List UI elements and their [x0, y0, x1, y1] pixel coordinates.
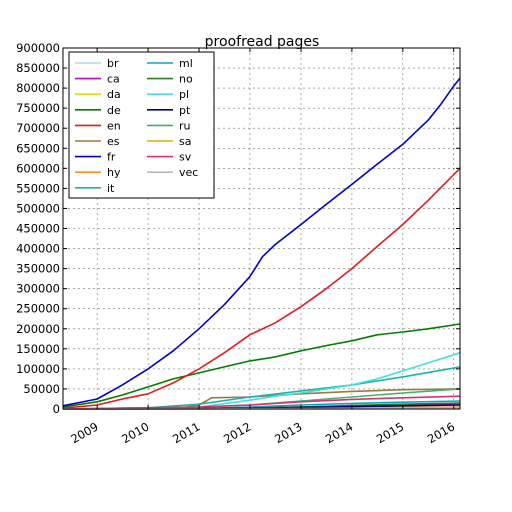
- y-tick-label: 500000: [16, 201, 60, 215]
- y-tick-label: 300000: [16, 282, 60, 296]
- x-tick-label: 2010: [119, 419, 151, 446]
- legend-label-sv: sv: [179, 151, 192, 164]
- legend-label-pl: pl: [179, 88, 189, 101]
- y-tick-label: 250000: [16, 302, 60, 316]
- y-tick-label: 650000: [16, 141, 60, 155]
- legend-label-es: es: [107, 135, 120, 148]
- y-tick-label: 550000: [16, 181, 60, 195]
- legend: br ca da de en es fr hy it ml no pl pt ru sa sv vec: [68, 51, 215, 199]
- y-axis-tick-labels: 0 50000 100000 150000 200000 250000 300000 3500…: [16, 41, 60, 416]
- y-tick-label: 200000: [16, 322, 60, 336]
- legend-label-no: no: [179, 73, 193, 86]
- legend-label-vec: vec: [179, 166, 198, 179]
- y-tick-label: 0: [53, 402, 60, 416]
- y-tick-label: 900000: [16, 41, 60, 55]
- x-tick-label: 2014: [323, 419, 355, 446]
- legend-label-br: br: [107, 57, 119, 70]
- x-tick-label: 2015: [374, 419, 406, 446]
- legend-label-da: da: [107, 88, 121, 101]
- y-tick-label: 850000: [16, 61, 60, 75]
- chart-title: proofread pages: [205, 34, 320, 50]
- series-line-pl: [62, 352, 461, 410]
- x-tick-label: 2013: [272, 419, 304, 446]
- series-line-en: [62, 167, 461, 409]
- y-tick-label: 600000: [16, 161, 60, 175]
- series-line-de: [62, 323, 461, 408]
- x-tick-label: 2016: [425, 419, 457, 446]
- series-line-fr: [62, 77, 461, 407]
- legend-label-pt: pt: [179, 104, 191, 117]
- y-tick-label: 700000: [16, 121, 60, 135]
- y-tick-label: 150000: [16, 342, 60, 356]
- legend-label-it: it: [107, 182, 115, 195]
- axis-ticks: [63, 47, 460, 410]
- legend-label-fr: fr: [107, 151, 116, 164]
- legend-label-ca: ca: [107, 73, 120, 86]
- legend-label-sa: sa: [179, 135, 191, 148]
- y-tick-label: 800000: [16, 81, 60, 95]
- x-tick-label: 2009: [68, 419, 100, 446]
- legend-label-ml: ml: [179, 57, 193, 70]
- y-tick-label: 50000: [23, 382, 60, 396]
- y-tick-label: 400000: [16, 242, 60, 256]
- legend-label-ru: ru: [179, 119, 191, 132]
- y-tick-label: 450000: [16, 222, 60, 236]
- y-tick-label: 750000: [16, 101, 60, 115]
- x-tick-label: 2012: [221, 419, 253, 446]
- x-tick-label: 2011: [170, 419, 202, 446]
- legend-label-en: en: [107, 119, 121, 132]
- legend-label-hy: hy: [107, 166, 121, 179]
- y-tick-label: 100000: [16, 362, 60, 376]
- y-tick-label: 350000: [16, 262, 60, 276]
- x-axis-tick-labels: 2009 2010 2011 2012 2013 2014 2015 2016: [68, 419, 457, 446]
- legend-label-de: de: [107, 104, 121, 117]
